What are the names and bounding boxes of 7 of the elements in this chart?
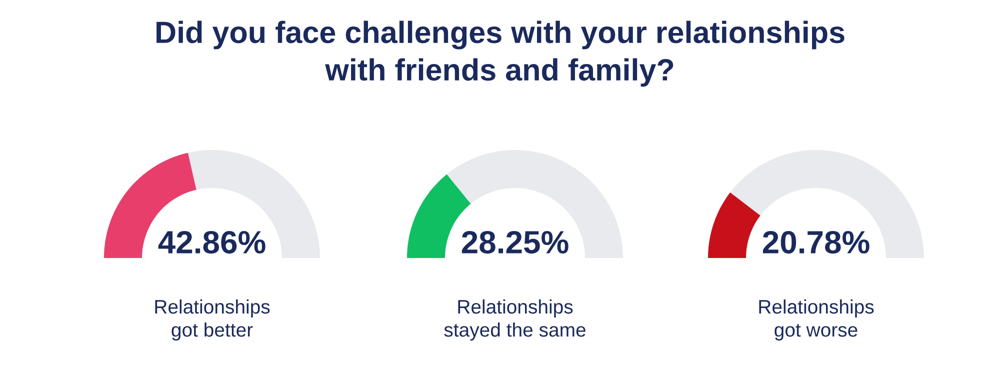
text: Did you face challenges with your relationships with friends and family? xyxy=(156,20,844,87)
text: 20.78% xyxy=(762,230,870,254)
text: 42.86% xyxy=(158,230,266,254)
text: 28.25% xyxy=(462,230,568,254)
text: Relationships stayed the same xyxy=(444,299,586,341)
text: Relationships got worse xyxy=(759,299,874,341)
text: Relationships got better xyxy=(155,299,270,341)
